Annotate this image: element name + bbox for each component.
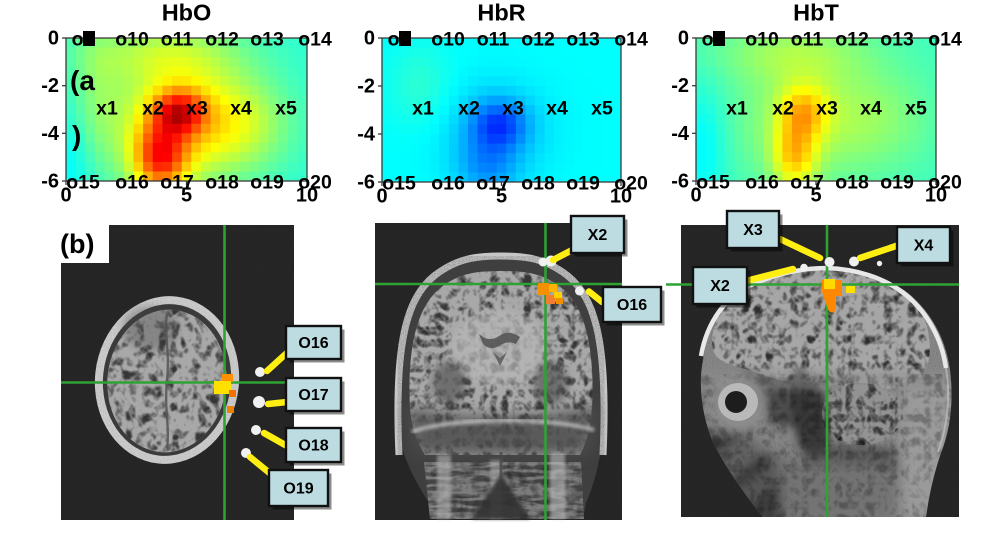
- svg-text:o18: o18: [205, 172, 239, 194]
- svg-text:-6: -6: [357, 172, 375, 194]
- svg-text:0: 0: [48, 28, 59, 50]
- svg-text:10: 10: [925, 185, 947, 207]
- svg-text:x4: x4: [546, 98, 568, 120]
- svg-text:-4: -4: [671, 123, 690, 145]
- svg-text:0: 0: [376, 186, 387, 208]
- svg-text:x1: x1: [412, 98, 434, 120]
- svg-text:0: 0: [60, 185, 71, 207]
- svg-text:HbT: HbT: [793, 0, 839, 26]
- svg-text:o20: o20: [928, 172, 962, 194]
- svg-text:o17: o17: [160, 172, 194, 194]
- svg-text:x1: x1: [726, 98, 748, 120]
- svg-text:o13: o13: [250, 29, 284, 51]
- svg-text:o13: o13: [566, 29, 600, 51]
- svg-text:o12: o12: [205, 29, 239, 51]
- svg-text:o17: o17: [790, 172, 824, 194]
- svg-text:x2: x2: [772, 98, 794, 120]
- svg-text:X3: X3: [743, 222, 763, 239]
- svg-text:5: 5: [181, 185, 192, 207]
- svg-text:o12: o12: [835, 29, 869, 51]
- svg-text:o10: o10: [431, 29, 465, 51]
- svg-text:o18: o18: [835, 172, 869, 194]
- svg-text:5: 5: [496, 186, 507, 208]
- svg-text:o19: o19: [566, 173, 600, 195]
- svg-text:o10: o10: [745, 29, 779, 51]
- svg-text:o16: o16: [115, 172, 149, 194]
- svg-text:X2: X2: [588, 227, 608, 244]
- svg-text:x3: x3: [502, 98, 524, 120]
- svg-text:x1: x1: [96, 98, 118, 120]
- svg-text:-4: -4: [357, 124, 376, 146]
- svg-text:o14: o14: [298, 29, 332, 51]
- svg-text:o15: o15: [382, 173, 416, 195]
- svg-text:): ): [72, 120, 81, 151]
- svg-text:X2: X2: [710, 278, 730, 295]
- svg-text:o11: o11: [791, 29, 824, 51]
- svg-text:x5: x5: [275, 98, 297, 120]
- svg-text:-6: -6: [671, 171, 689, 193]
- svg-text:0: 0: [690, 185, 701, 207]
- svg-text:x3: x3: [186, 98, 208, 120]
- svg-text:o19: o19: [250, 172, 284, 194]
- svg-text:10: 10: [296, 185, 318, 207]
- svg-text:5: 5: [810, 185, 821, 207]
- svg-text:o14: o14: [928, 29, 962, 51]
- svg-text:x4: x4: [230, 98, 252, 120]
- svg-text:o10: o10: [115, 29, 149, 51]
- svg-text:o12: o12: [521, 29, 555, 51]
- svg-text:o11: o11: [477, 29, 510, 51]
- svg-text:-2: -2: [41, 75, 59, 97]
- svg-text:o20: o20: [298, 172, 332, 194]
- svg-text:-2: -2: [357, 76, 375, 98]
- svg-text:X4: X4: [914, 238, 934, 255]
- svg-text:-2: -2: [671, 75, 689, 97]
- svg-text:o19: o19: [880, 172, 914, 194]
- svg-text:O17: O17: [298, 387, 328, 404]
- svg-text:HbO: HbO: [162, 0, 212, 26]
- svg-text:x2: x2: [142, 98, 164, 120]
- svg-text:(b): (b): [60, 229, 94, 259]
- svg-text:o15: o15: [696, 172, 730, 194]
- svg-text:-6: -6: [41, 171, 59, 193]
- svg-text:o17: o17: [476, 173, 510, 195]
- svg-text:O16: O16: [298, 335, 328, 352]
- svg-text:o11: o11: [161, 29, 194, 51]
- svg-text:x3: x3: [816, 98, 838, 120]
- svg-text:o14: o14: [614, 29, 648, 51]
- svg-text:0: 0: [678, 28, 689, 50]
- svg-text:HbR: HbR: [477, 0, 525, 26]
- svg-text:x5: x5: [905, 98, 927, 120]
- svg-text:o13: o13: [880, 29, 914, 51]
- svg-text:x2: x2: [458, 98, 480, 120]
- svg-text:O18: O18: [298, 438, 328, 455]
- svg-text:o16: o16: [745, 172, 779, 194]
- svg-text:o20: o20: [614, 173, 648, 195]
- svg-text:O19: O19: [283, 481, 313, 498]
- svg-text:10: 10: [610, 186, 632, 208]
- svg-text:(a: (a: [70, 65, 95, 96]
- svg-text:o15: o15: [66, 172, 100, 194]
- svg-text:0: 0: [364, 28, 375, 50]
- svg-text:o16: o16: [431, 173, 465, 195]
- svg-text:o18: o18: [521, 173, 555, 195]
- svg-text:x4: x4: [860, 98, 882, 120]
- svg-text:x5: x5: [591, 98, 613, 120]
- svg-text:O16: O16: [617, 297, 647, 314]
- svg-text:-4: -4: [41, 123, 60, 145]
